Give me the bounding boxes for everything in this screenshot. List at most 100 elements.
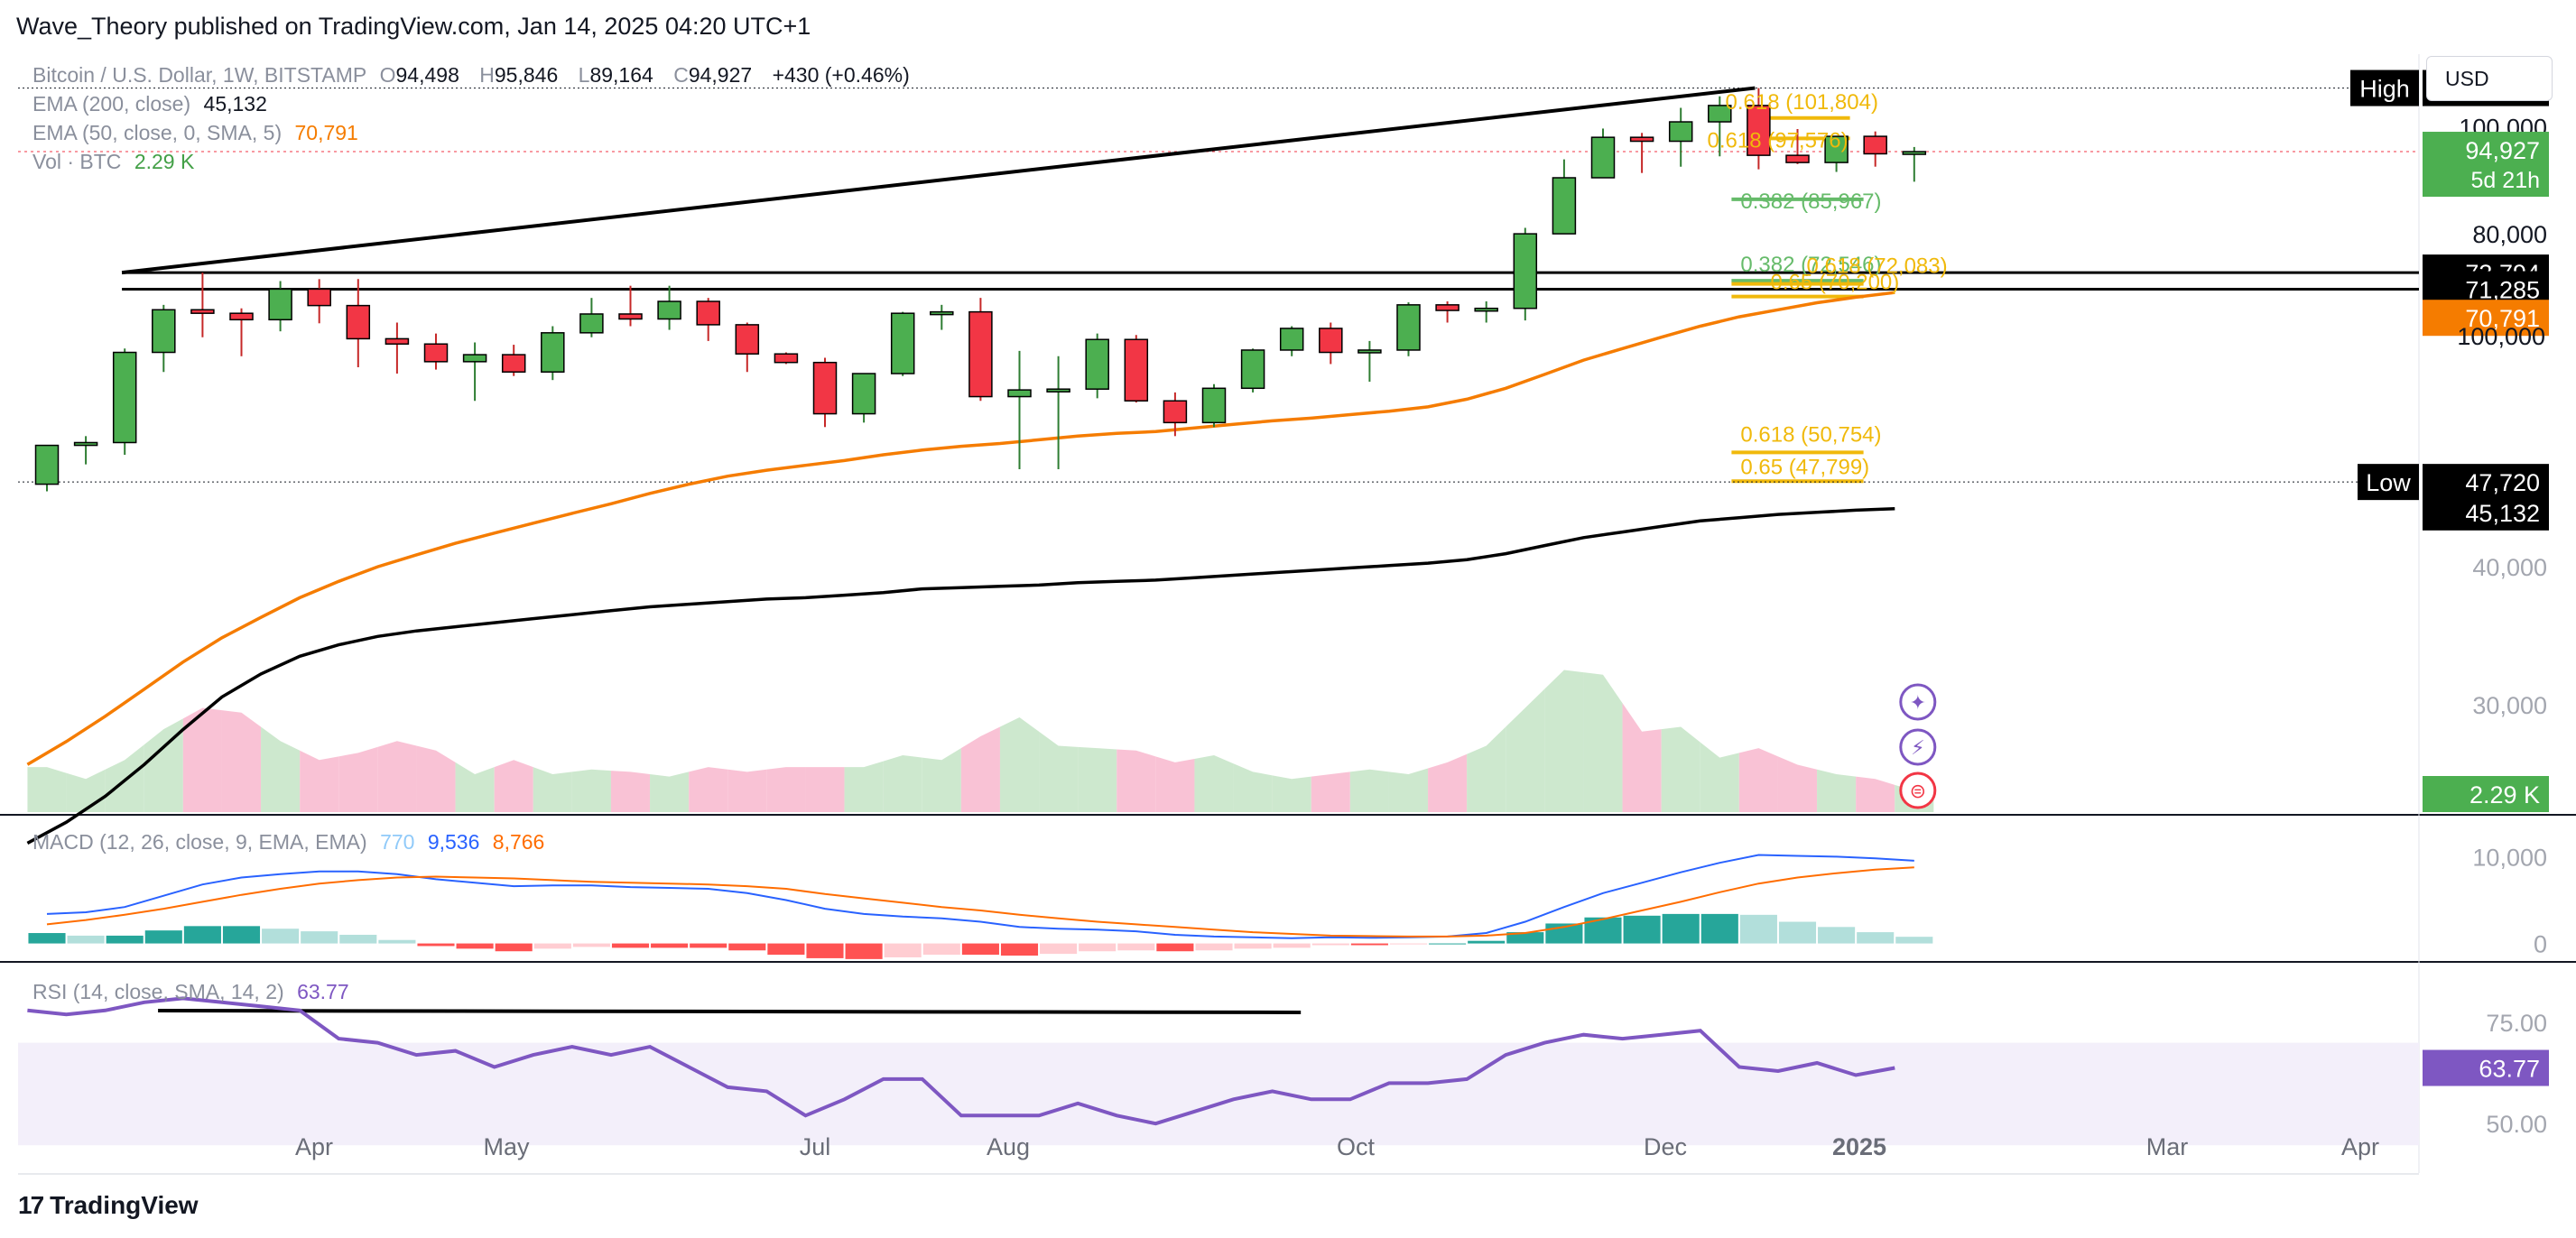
pane-separators [0, 54, 2576, 1175]
macd-histogram-bar [1079, 943, 1117, 952]
macd-histogram-bar [28, 933, 66, 944]
rsi-trendline[interactable] [158, 1009, 1302, 1014]
rsi-line [27, 996, 1895, 1126]
candle [307, 288, 331, 307]
volume-bar [883, 755, 922, 812]
candle [34, 444, 60, 485]
candle [1747, 105, 1771, 156]
volume-bar [300, 750, 339, 812]
fibonacci-levels [1731, 115, 1864, 484]
candle [346, 304, 371, 340]
macd-histogram-bar [456, 943, 494, 949]
svg-text:⚡: ⚡ [1911, 736, 1924, 759]
candle [229, 312, 254, 321]
volume-legend[interactable]: Vol · BTC 2.29 K [32, 150, 201, 174]
volume-bar [182, 707, 222, 812]
macd-histogram-bar [417, 943, 455, 947]
rsi-price-tag: 63.77 [2479, 1056, 2540, 1083]
candle [1396, 304, 1421, 351]
candle [1629, 136, 1654, 143]
tradingview-logo-icon: 17 [18, 1191, 44, 1219]
volume-area [27, 670, 1934, 812]
rsi-tag-bg [2423, 1049, 2549, 1086]
time-tick: Apr [2341, 1133, 2379, 1160]
macd-legend[interactable]: MACD (12, 26, close, 9, EMA, EMA) 770 9,… [32, 830, 551, 855]
volume-bar [1700, 742, 1739, 812]
lightning-icon[interactable]: ⚡ [1899, 728, 1937, 766]
candle [1085, 338, 1109, 390]
macd-histogram-bar [1506, 932, 1544, 944]
volume-bar [610, 771, 651, 812]
macd-histogram-bar [495, 943, 533, 952]
flag-icon[interactable]: ⊜ [1899, 771, 1937, 809]
legend-low-label: L [578, 63, 590, 87]
candle [112, 351, 137, 444]
macd-signal-value: 8,766 [492, 830, 545, 854]
ema50-legend[interactable]: EMA (50, close, 0, SMA, 5) 70,791 [32, 121, 366, 145]
macd-histogram-bar [1468, 940, 1506, 944]
time-tick: Apr [295, 1133, 333, 1160]
macd-histogram-bar [1040, 943, 1078, 955]
low-label: Low [2366, 469, 2411, 496]
candle [423, 343, 449, 363]
fib-label-70200: 0.65 (70,200) [1771, 271, 1900, 295]
ema-lines [26, 291, 1895, 845]
volume-bar [1388, 768, 1429, 812]
volume-bar [1738, 748, 1778, 812]
legend-change: +430 (+0.46%) [772, 63, 910, 87]
ema50-price-tag-bg [2423, 300, 2549, 337]
rsi-legend[interactable]: RSI (14, close, SMA, 14, 2) 63.77 [32, 980, 357, 1004]
price-tick: 40,000 [2472, 554, 2547, 581]
macd-histogram-bar [1311, 943, 1349, 946]
candle [1902, 151, 1927, 155]
volume-bar [1311, 771, 1350, 812]
ema200-price-tag: 45,132 [2465, 500, 2540, 527]
legend-low: 89,164 [589, 63, 653, 87]
macd-histogram-bar [1623, 915, 1661, 944]
candle [1863, 135, 1887, 155]
volume-bar [844, 761, 884, 812]
macd-histogram-bar [1739, 914, 1777, 944]
price-tick: 80,000 [2472, 221, 2547, 248]
legend-high-label: H [479, 63, 495, 87]
macd-histogram-bar [378, 939, 416, 944]
resistance-trendline[interactable] [121, 86, 1756, 275]
candle [152, 309, 176, 354]
candle [73, 441, 98, 447]
volume-bar [1078, 746, 1117, 812]
low-price-tag: 47,720 [2465, 469, 2540, 496]
macd-hist-value: 770 [380, 830, 415, 854]
candle [1046, 388, 1070, 393]
horizontal-lines[interactable] [18, 88, 2419, 483]
volume-bar [1856, 776, 1895, 812]
ema200-legend[interactable]: EMA (200, close) 45,132 [32, 92, 274, 116]
volume-bar [1155, 756, 1195, 812]
trendlines[interactable] [121, 86, 1756, 1014]
volume-bar [533, 767, 572, 812]
time-tick: Mar [2146, 1133, 2189, 1160]
tradingview-brand[interactable]: 17 TradingView [18, 1191, 199, 1220]
volume-bar [66, 769, 106, 812]
sparkle-icon[interactable]: ✦ [1899, 683, 1937, 721]
main-legend[interactable]: Bitcoin / U.S. Dollar, 1W, BITSTAMP O94,… [32, 63, 917, 88]
candle [1163, 400, 1188, 424]
volume-bar [1349, 769, 1389, 812]
volume-bar [571, 769, 611, 812]
fib-label-101804: 0.618 (101,804) [1726, 90, 1878, 115]
candle [930, 310, 954, 316]
legend-open-label: O [379, 63, 396, 87]
fib-label-50754: 0.618 (50,754) [1740, 422, 1881, 447]
volume-tag: 2.29 K [2469, 781, 2540, 808]
price-tick: 30,000 [2472, 692, 2547, 719]
price-tick-100000: 100,000 [2457, 323, 2545, 350]
macd-histogram-bar [1700, 913, 1738, 944]
volume-bar [805, 767, 845, 812]
currency-selector[interactable]: USD [2426, 56, 2553, 101]
rsi-label: RSI (14, close, SMA, 14, 2) [32, 980, 284, 1003]
legend-open: 94,498 [395, 63, 459, 87]
volume-bar [1194, 755, 1234, 812]
rsi-band [18, 1042, 2419, 1146]
ema50-value: 70,791 [294, 121, 358, 144]
volume-bar [1661, 726, 1700, 812]
